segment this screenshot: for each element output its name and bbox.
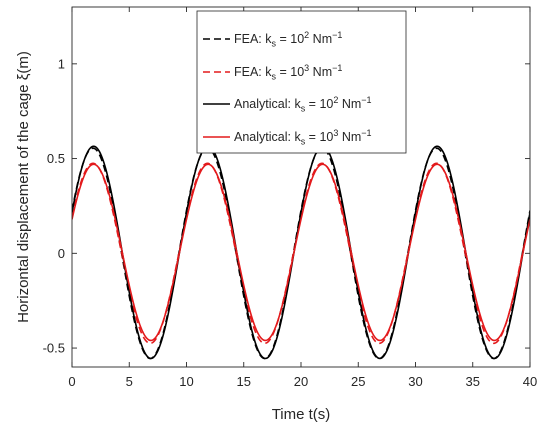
x-axis: 0 5 10 15 20 25 30 35 40 xyxy=(68,7,537,389)
x-tick-label: 10 xyxy=(179,374,193,389)
legend-label-4: Analytical: ks = 103 Nm−1 xyxy=(234,128,372,147)
y-axis-label: Horizontal displacement of the cage ξ(m) xyxy=(15,51,32,323)
x-tick-label: 35 xyxy=(466,374,480,389)
legend-label-2: FEA: ks = 103 Nm−1 xyxy=(234,63,342,82)
legend-label-1: FEA: ks = 102 Nm−1 xyxy=(234,30,342,49)
x-tick-label: 40 xyxy=(523,374,537,389)
legend: FEA: ks = 102 Nm−1 FEA: ks = 103 Nm−1 Anal… xyxy=(196,10,407,154)
y-tick-label: 0 xyxy=(58,246,65,261)
y-tick-label: -0.5 xyxy=(43,341,65,356)
y-tick-label: 0.5 xyxy=(47,151,65,166)
x-tick-label: 15 xyxy=(237,374,251,389)
x-tick-label: 0 xyxy=(68,374,75,389)
legend-label-3: Analytical: ks = 102 Nm−1 xyxy=(234,95,372,114)
y-axis: -0.5 0 0.5 1 xyxy=(43,56,530,356)
series-line-3 xyxy=(72,145,530,360)
x-tick-label: 5 xyxy=(126,374,133,389)
legend-box xyxy=(196,10,407,154)
y-tick-label: 1 xyxy=(58,56,65,71)
series-lines xyxy=(72,145,530,360)
series-line-4 xyxy=(72,163,530,342)
x-tick-label: 25 xyxy=(351,374,365,389)
x-axis-label: Time t(s) xyxy=(272,406,331,423)
x-tick-label: 30 xyxy=(408,374,422,389)
x-tick-label: 20 xyxy=(294,374,308,389)
